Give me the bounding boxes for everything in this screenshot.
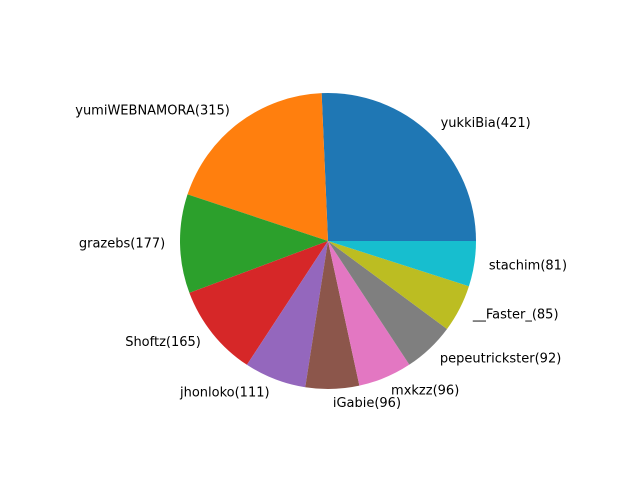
- pie-labels: yukkiBia(421) yumiWEBNAMORA(315) grazebs(1…: [75, 104, 567, 412]
- pie-slices: [180, 93, 476, 389]
- pie-slice-label-7: pepeutrickster(92): [440, 352, 561, 367]
- pie-slice-label-6: mxkzz(96): [391, 384, 459, 399]
- pie-slice-4: [246, 241, 328, 388]
- pie-slice-3: [189, 241, 328, 365]
- pie-slice-8: [328, 241, 469, 329]
- pie-slice-label-3: Shoftz(165): [125, 335, 201, 350]
- pie-slice-label-0: yukkiBia(421): [441, 116, 531, 131]
- pie-slice-5: [305, 241, 360, 389]
- pie-slice-label-4: jhonloko(111): [179, 385, 270, 400]
- pie-slice-label-5: iGabie(96): [333, 396, 401, 411]
- pie-slice-9: [328, 241, 476, 287]
- pie-slice-0: [321, 93, 476, 242]
- pie-slice-1: [187, 93, 328, 241]
- pie-slice-label-2: grazebs(177): [79, 237, 165, 252]
- pie-slice-label-8: __Faster_(85): [472, 308, 559, 323]
- pie-slice-label-9: stachim(81): [489, 259, 567, 274]
- pie-slice-6: [328, 241, 410, 386]
- pie-slice-label-1: yumiWEBNAMORA(315): [75, 104, 230, 119]
- pie-slice-2: [180, 194, 328, 293]
- pie-slice-7: [328, 241, 448, 365]
